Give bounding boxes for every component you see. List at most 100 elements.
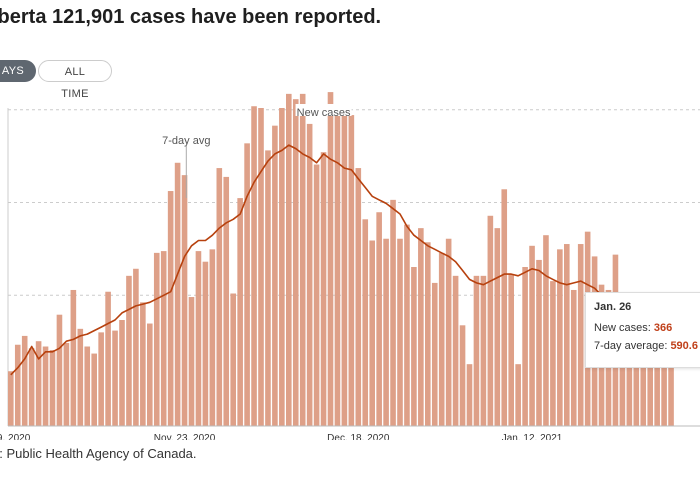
bar	[77, 328, 84, 426]
bar	[557, 249, 563, 426]
cases-chart: New cases 7-day avg 29, 2020 Nov. 23, 2020…	[0, 92, 700, 440]
bar	[529, 245, 535, 426]
bar	[105, 291, 111, 426]
bar	[167, 191, 174, 426]
toggle-days[interactable]: AYS	[0, 60, 36, 82]
bar	[70, 289, 77, 426]
bar	[174, 162, 181, 426]
toggle-all-time[interactable]: ALL TIME	[38, 60, 112, 100]
bar	[56, 314, 63, 426]
bar	[404, 224, 410, 426]
bar	[133, 268, 139, 426]
bar	[8, 371, 14, 426]
bar	[459, 325, 466, 426]
bar	[327, 92, 334, 426]
tooltip-date: Jan. 26	[594, 301, 632, 313]
new-cases-label-bg	[295, 104, 352, 116]
bar	[209, 249, 216, 426]
bar	[564, 244, 570, 426]
bar	[543, 235, 549, 426]
bar	[98, 332, 104, 426]
bar	[140, 302, 146, 426]
bar	[418, 228, 424, 426]
bar	[397, 238, 403, 426]
bar	[550, 281, 556, 426]
bar	[431, 282, 438, 426]
bar	[320, 152, 327, 426]
tooltip-new-cases-label: New cases:	[594, 322, 654, 334]
bar	[35, 341, 42, 426]
bar	[147, 323, 153, 426]
bar	[126, 275, 132, 426]
bar	[438, 252, 445, 426]
bar	[306, 123, 313, 427]
bar	[21, 335, 28, 426]
tooltip-average: 7-day average: 590.6	[594, 340, 700, 352]
bar	[508, 274, 514, 426]
bar	[216, 168, 223, 427]
bar	[487, 215, 494, 426]
bar	[265, 150, 271, 426]
bar	[237, 198, 243, 426]
bar	[153, 252, 160, 426]
bars	[8, 92, 674, 427]
bar	[376, 212, 382, 426]
bar	[348, 115, 355, 427]
bar	[494, 228, 501, 426]
bar	[362, 219, 369, 426]
bar	[258, 108, 264, 426]
bar	[626, 321, 633, 426]
x-tick-label: Nov. 23, 2020	[154, 433, 216, 440]
bar	[334, 113, 341, 427]
bar	[501, 189, 508, 426]
bar	[668, 339, 674, 426]
bar	[28, 348, 35, 426]
bar	[466, 364, 473, 426]
bar	[633, 311, 640, 426]
bar	[452, 275, 459, 426]
tooltip: Jan. 26 New cases: 366 7-day average: 59…	[585, 292, 700, 368]
x-axis: 29, 2020 Nov. 23, 2020 Dec. 18, 2020 Jan. 1…	[0, 425, 700, 440]
tooltip-new-cases-value: 366	[653, 322, 673, 334]
bar	[341, 109, 348, 427]
bar	[160, 251, 167, 426]
bar	[112, 330, 118, 426]
bar	[84, 346, 91, 426]
bar	[188, 297, 195, 426]
bar	[445, 238, 452, 426]
bar	[91, 353, 97, 426]
bar	[654, 327, 660, 426]
bar	[251, 106, 257, 426]
bar	[570, 289, 577, 426]
bar	[661, 337, 667, 426]
bar	[536, 259, 542, 426]
bar	[202, 261, 209, 426]
annotations: New cases 7-day avg	[162, 104, 352, 198]
bar	[49, 350, 56, 426]
bar	[640, 327, 647, 426]
bar	[522, 267, 528, 426]
new-cases-label: New cases	[297, 107, 351, 119]
avg-label: 7-day avg	[162, 135, 210, 147]
bar	[369, 240, 375, 426]
x-tick-label: Dec. 18, 2020	[327, 433, 390, 440]
bar	[119, 320, 125, 426]
bar	[286, 93, 292, 426]
bar	[63, 342, 70, 426]
x-tick-label: 29, 2020	[0, 433, 31, 440]
bar	[272, 125, 278, 427]
bar	[577, 244, 584, 426]
bar	[411, 267, 417, 426]
bar	[647, 332, 653, 426]
bar	[244, 143, 250, 427]
tooltip-average-value: 590.6	[670, 340, 698, 352]
average-line	[10, 144, 672, 376]
source-note: e: Public Health Agency of Canada.	[0, 446, 197, 461]
tooltip-new-cases: New cases: 366	[594, 322, 700, 334]
bar	[473, 275, 480, 426]
bar	[195, 251, 202, 426]
bar	[42, 346, 49, 426]
page-title: lberta 121,901 cases have been reported.	[0, 6, 382, 28]
bar	[425, 242, 431, 426]
bar	[181, 175, 188, 426]
